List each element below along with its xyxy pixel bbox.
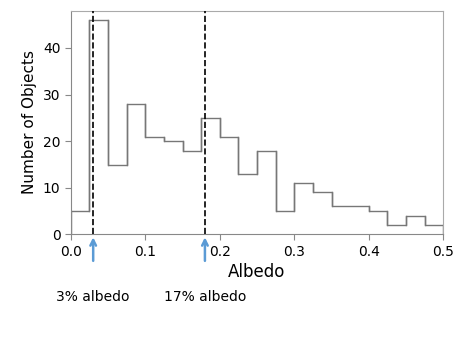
Text: 3% albedo: 3% albedo — [56, 290, 130, 304]
Text: 17% albedo: 17% albedo — [164, 290, 246, 304]
Y-axis label: Number of Objects: Number of Objects — [22, 50, 37, 195]
X-axis label: Albedo: Albedo — [228, 263, 286, 281]
